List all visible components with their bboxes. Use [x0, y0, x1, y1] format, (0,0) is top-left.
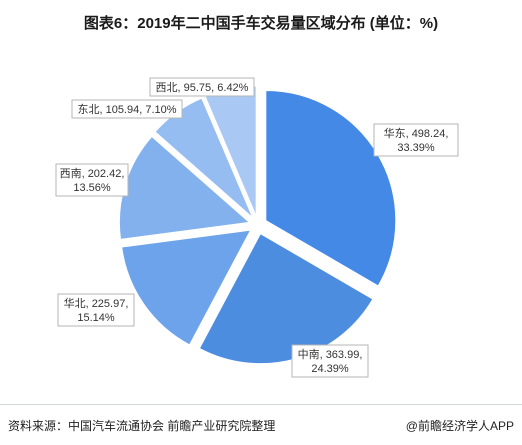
- footer-divider: [0, 404, 522, 405]
- data-label-line2: 33.39%: [397, 142, 435, 154]
- data-label-1: 华东, 498.24, 33.39%: [373, 123, 459, 157]
- data-label-3: 华北, 225.97, 15.14%: [57, 293, 135, 327]
- data-label-line1: 中南, 363.99,: [298, 348, 363, 361]
- chart-title: 图表6：2019年二中国手车交易量区域分布 (单位：%): [83, 15, 439, 32]
- data-label-2: 中南, 363.99, 24.39%: [291, 344, 369, 378]
- data-label-line2: 13.56%: [73, 182, 111, 194]
- data-label-5: 东北, 105.94, 7.10%: [71, 99, 183, 119]
- data-label-6: 西北, 95.75, 6.42%: [149, 77, 255, 97]
- data-label-line1: 华北, 225.97,: [64, 296, 129, 310]
- data-label-line2: 24.39%: [311, 363, 349, 375]
- pie-slice-3: [121, 229, 252, 346]
- data-label-line2: 15.14%: [77, 312, 115, 324]
- pie-labels: 华东, 498.24, 33.39% 中南, 363.99, 24.39% 华北, 22…: [55, 77, 459, 378]
- data-label-line1: 华东, 498.24,: [384, 126, 449, 140]
- data-label-4: 西南, 202.42, 13.56%: [55, 163, 129, 197]
- data-label-line1: 西南, 202.42,: [60, 167, 125, 180]
- data-label-line1: 西北, 95.75, 6.42%: [156, 81, 249, 94]
- data-label-line1: 东北, 105.94, 7.10%: [77, 103, 176, 116]
- source-text: 资料来源：中国汽车流通协会 前瞻产业研究院整理: [8, 419, 276, 433]
- brand-text: @前瞻经济学人APP: [405, 419, 514, 433]
- pie-slices: [118, 85, 397, 365]
